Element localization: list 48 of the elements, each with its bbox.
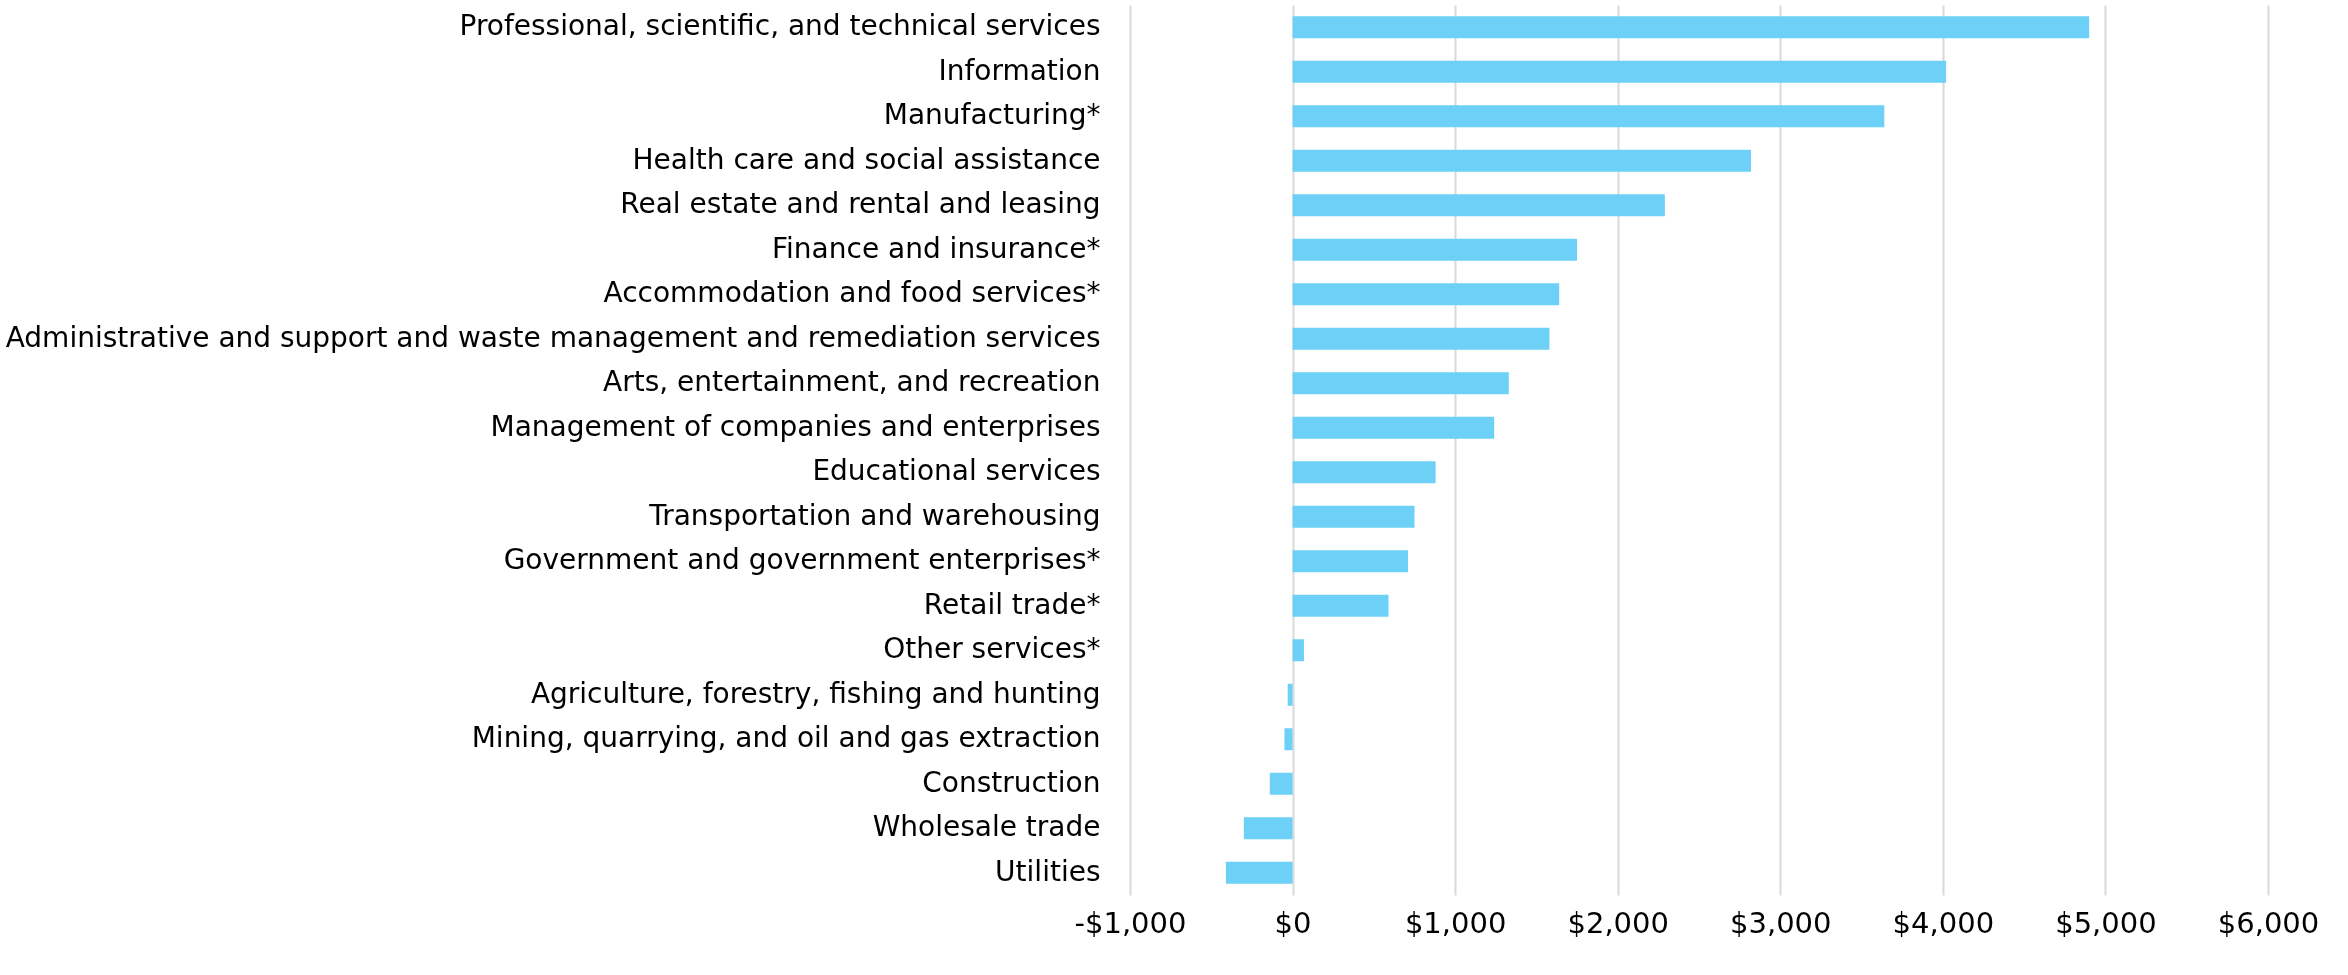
bar [1292, 505, 1415, 528]
bar [1292, 194, 1665, 217]
x-tick-label: $1,000 [1404, 905, 1507, 940]
bar [1292, 238, 1578, 261]
bar [1292, 416, 1495, 439]
y-tick-label: Professional, scientific, and technical services [459, 9, 1101, 43]
x-tick-label: $5,000 [2055, 905, 2157, 940]
y-tick-label: Government and government enterprises* [503, 543, 1101, 577]
y-tick-label: Manufacturing* [883, 98, 1101, 132]
x-tick-label: $2,000 [1567, 905, 1669, 940]
bar [1292, 105, 1885, 128]
bar [1292, 149, 1752, 172]
y-tick-label: Utilities [995, 854, 1101, 888]
x-tick-label: -$1,000 [1074, 905, 1187, 940]
y-tick-label: Information [938, 53, 1101, 87]
x-tick-label: $3,000 [1730, 905, 1832, 940]
bar [1287, 683, 1293, 706]
y-tick-label: Educational services [812, 454, 1101, 488]
bar [1292, 16, 2090, 39]
bar [1269, 772, 1293, 795]
bar [1225, 861, 1293, 884]
y-tick-label: Arts, entertainment, and recreation [603, 365, 1101, 399]
bar [1243, 817, 1293, 840]
y-tick-label: Agriculture, forestry, fishing and hunting [530, 676, 1101, 710]
y-tick-label: Accommodation and food services* [603, 276, 1101, 310]
bar [1292, 594, 1389, 617]
bar [1292, 327, 1550, 350]
bar [1292, 639, 1304, 662]
bar [1292, 461, 1436, 484]
y-tick-label: Management of companies and enterprises [490, 409, 1101, 443]
y-tick-label: Transportation and warehousing [648, 498, 1101, 532]
x-tick-label: $6,000 [2217, 905, 2320, 940]
y-tick-label: Real estate and rental and leasing [620, 187, 1101, 221]
bar [1284, 728, 1293, 751]
y-tick-label: Administrative and support and waste management and remediation services [5, 320, 1101, 354]
x-tick-label: $0 [1274, 905, 1312, 940]
y-tick-label: Construction [922, 765, 1101, 799]
y-tick-label: Health care and social assistance [632, 142, 1101, 176]
bar [1292, 283, 1560, 306]
y-tick-label: Other services* [883, 632, 1101, 666]
bar [1292, 372, 1509, 395]
bar [1292, 60, 1947, 83]
y-tick-label: Finance and insurance* [772, 231, 1101, 265]
bar [1292, 550, 1408, 573]
y-tick-label: Mining, quarrying, and oil and gas extraction [471, 721, 1101, 755]
x-tick-label: $4,000 [1892, 905, 1995, 940]
y-tick-label: Retail trade* [923, 587, 1101, 621]
y-tick-label: Wholesale trade [872, 810, 1101, 844]
